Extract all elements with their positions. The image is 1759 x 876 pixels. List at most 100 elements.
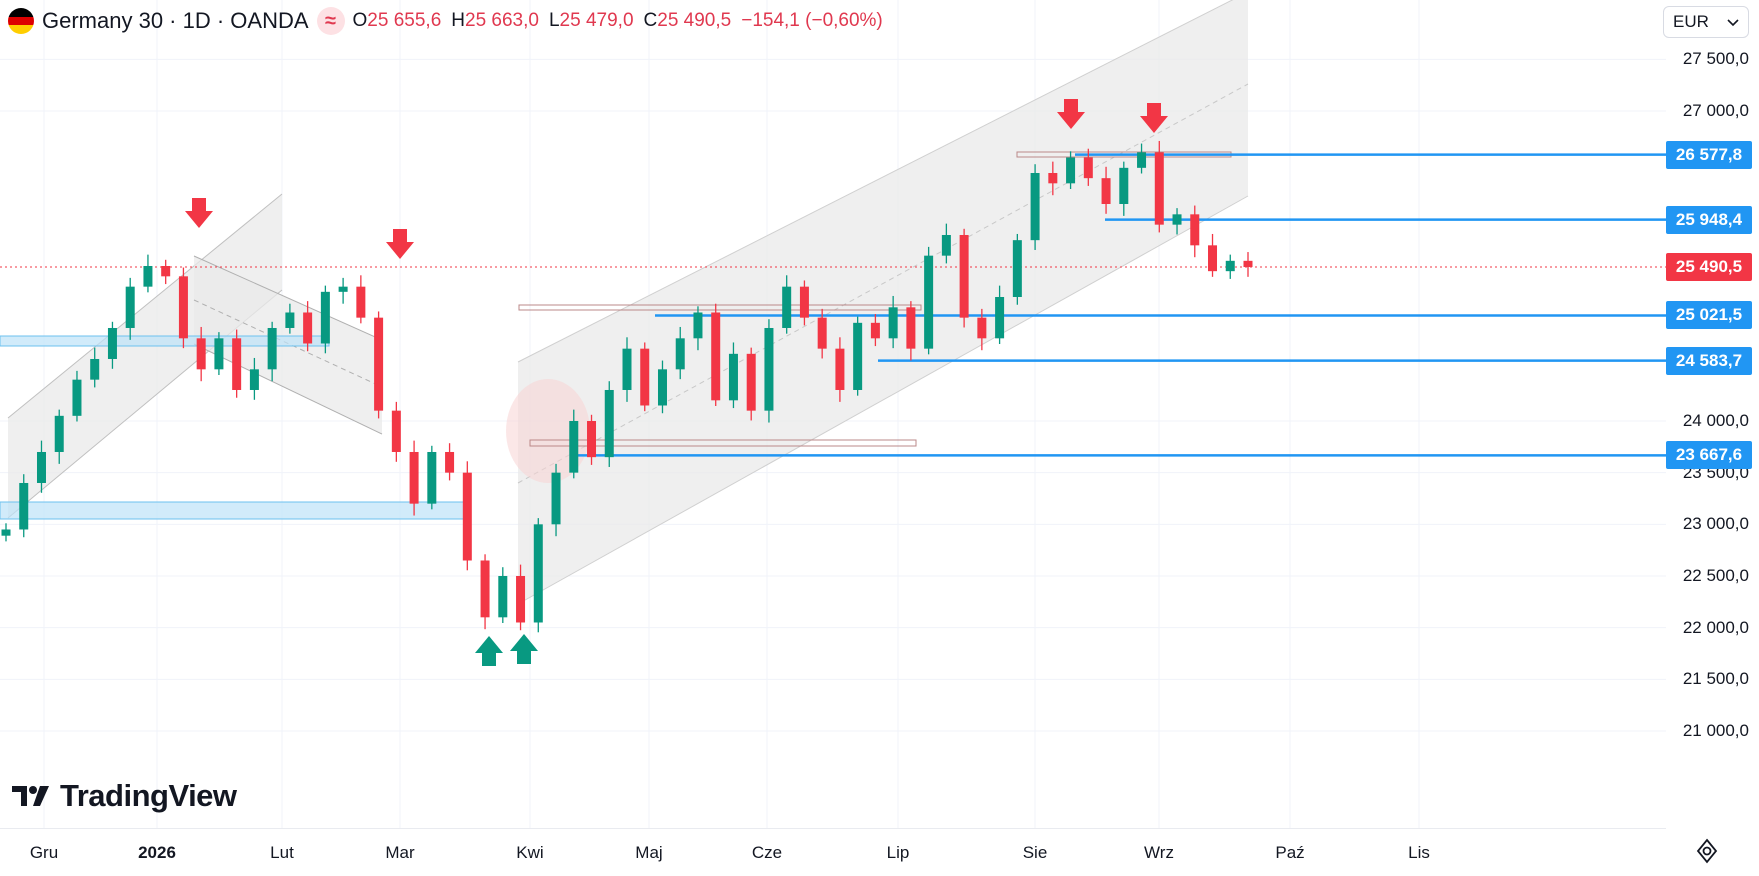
candle-body [640, 348, 650, 406]
candle-body [782, 286, 792, 328]
candle-body [54, 415, 64, 452]
currency-label: EUR [1673, 12, 1709, 31]
x-tick-label: Gru [29, 843, 59, 862]
candle-body [427, 451, 437, 504]
candle-body [409, 451, 419, 504]
candle-body [622, 348, 632, 390]
candle-body [1, 529, 11, 536]
candle-body [1172, 214, 1182, 225]
main-uptrend-channel [518, 0, 1248, 604]
early-channel-upper [7, 193, 283, 419]
candle-body [587, 420, 597, 458]
candle-body [125, 286, 135, 328]
sell-arrow-icon [386, 229, 414, 259]
candle-body [462, 472, 472, 561]
candle-body [693, 312, 703, 339]
symbol-title[interactable]: Germany 30 · 1D · OANDA [42, 8, 309, 33]
candle-body [391, 410, 401, 452]
candle-body [1066, 157, 1076, 184]
candle-body [1208, 245, 1218, 272]
tradingview-logo-icon [12, 786, 49, 806]
candle-body [1190, 214, 1200, 246]
candle-body [1030, 172, 1040, 241]
candle-body [214, 338, 224, 370]
candle-body [374, 317, 384, 411]
candle-body [604, 389, 614, 458]
x-tick-label: Wrz [1144, 843, 1174, 862]
open-value: O25 655,6 [352, 10, 442, 31]
y-tick-label: 23 000,0 [1682, 514, 1749, 534]
market-status-icon[interactable]: ≈ [316, 7, 345, 35]
candle-body [995, 296, 1005, 339]
level-price-label: 24 583,7 [1666, 346, 1752, 375]
sell-arrow-icon [1057, 99, 1085, 129]
candle-body [72, 379, 82, 416]
price-chart[interactable] [0, 0, 1666, 828]
candle-body [1154, 152, 1164, 225]
x-tick-label: Paź [1275, 843, 1305, 862]
candle-body [959, 234, 969, 318]
falling-channel-upper [193, 255, 383, 341]
candle-body [817, 317, 827, 349]
chart-area[interactable]: Germany 30 · 1D · OANDA ≈ O25 655,6 H25 … [0, 0, 1666, 828]
candle-body [906, 307, 916, 349]
settings-icon[interactable] [1694, 838, 1720, 864]
symbol-legend[interactable]: Germany 30 · 1D · OANDA ≈ O25 655,6 H25 … [8, 6, 883, 36]
candle-body [232, 338, 242, 390]
candle-body [551, 472, 561, 525]
support-zone-lower [0, 501, 466, 520]
level-price-label: 25 021,5 [1666, 301, 1752, 330]
candle-body [746, 353, 756, 411]
chevron-down-icon [1727, 12, 1739, 32]
candle-body [977, 317, 987, 339]
time-axis[interactable]: Gru 2026 Lut Mar Kwi Maj Cze Lip Sie Wrz Paź Lis [0, 828, 1666, 876]
x-tick-label: Lut [270, 843, 294, 862]
candle-body [1012, 240, 1022, 297]
x-tick-label: Cze [751, 843, 783, 862]
x-tick-label: Lis [1408, 843, 1430, 862]
price-axis[interactable]: 27 500,0 27 000,0 24 000,0 23 500,0 23 000,0… [1666, 0, 1759, 828]
channel-upper-line [517, 0, 1234, 363]
candle-body [143, 265, 153, 287]
ohlc-values: O25 655,6 H25 663,0 L25 479,0 C25 490,5 … [353, 10, 883, 32]
candle-body [1119, 167, 1129, 204]
candle-body [480, 560, 490, 618]
support-zone-upper [0, 335, 330, 347]
reversal-highlight [506, 379, 590, 483]
x-tick-label: Maj [635, 843, 663, 862]
x-tick-label: Kwi [516, 843, 544, 862]
candle-body [799, 286, 809, 318]
candle-body [196, 338, 206, 370]
signal-markers [185, 99, 1168, 666]
candle-body [1048, 172, 1058, 184]
candles [1, 140, 1253, 633]
candle-body [533, 524, 543, 623]
drawings[interactable] [0, 0, 1249, 605]
candle-body [178, 276, 188, 339]
y-tick-label: 27 500,0 [1682, 49, 1749, 69]
candle-body [835, 348, 845, 390]
change-value: −154,1 (−0,60%) [741, 10, 883, 31]
x-tick-label: Lip [886, 843, 910, 862]
level-price-label: 25 948,4 [1666, 205, 1752, 234]
candle-body [1083, 157, 1093, 179]
candle-body [764, 327, 774, 411]
candle-body [36, 451, 46, 483]
currency-selector[interactable]: EUR [1663, 6, 1749, 38]
x-tick-label: Mar [385, 843, 415, 862]
candle-body [941, 234, 951, 256]
horizontal-levels[interactable] [0, 153, 1666, 457]
high-value: H25 663,0 [451, 10, 539, 31]
sell-arrow-icon [185, 198, 213, 228]
candle-body [924, 255, 934, 349]
buy-arrow-icon [510, 634, 538, 664]
candle-body [285, 312, 295, 328]
tradingview-logo[interactable]: TradingView [12, 778, 237, 814]
y-tick-label: 27 000,0 [1682, 101, 1749, 120]
candle-body [516, 575, 526, 623]
x-tick-label: 2026 [138, 843, 176, 862]
y-tick-label: 21 000,0 [1682, 720, 1749, 740]
candle-body [1101, 178, 1111, 204]
candle-body [303, 312, 313, 344]
candle-body [1243, 260, 1253, 268]
